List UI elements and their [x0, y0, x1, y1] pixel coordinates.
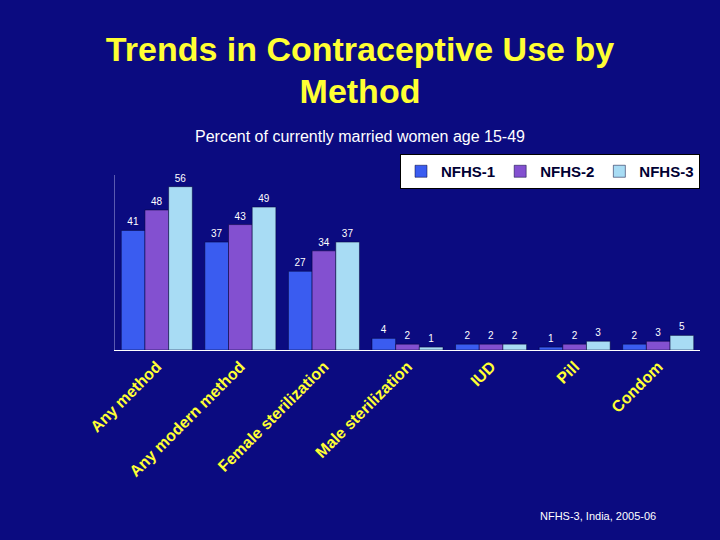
svg-text:2: 2	[572, 330, 578, 341]
svg-text:2: 2	[405, 330, 411, 341]
html-text:Trends in Contraceptive Use by: Trends in Contraceptive Use by Method	[105, 30, 615, 110]
svg-text:5: 5	[679, 321, 685, 332]
svg-text:49: 49	[258, 193, 270, 204]
svg-text:1: 1	[428, 333, 434, 344]
svg-text:NFHS-3: NFHS-3	[639, 163, 693, 180]
svg-text:NFHS-1: NFHS-1	[441, 163, 495, 180]
svg-text:56: 56	[175, 173, 187, 184]
svg-text:2: 2	[512, 330, 518, 341]
svg-text:27: 27	[294, 257, 306, 268]
svg-text:2: 2	[464, 330, 470, 341]
svg-text:NFHS-2: NFHS-2	[540, 163, 594, 180]
svg-text:2: 2	[632, 330, 638, 341]
svg-text:Male sterilization: Male sterilization	[312, 358, 415, 461]
svg-text:34: 34	[318, 237, 330, 248]
svg-text:Any method: Any method	[87, 358, 164, 435]
svg-text:Female sterilization: Female sterilization	[215, 358, 332, 475]
svg-text:1: 1	[548, 333, 554, 344]
html-text:Percent of currently married w: Percent of currently married women age 1…	[195, 128, 525, 145]
svg-text:4: 4	[381, 324, 387, 335]
svg-text:37: 37	[342, 228, 354, 239]
svg-text:Pill: Pill	[553, 358, 582, 387]
svg-text:37: 37	[211, 228, 223, 239]
html-text:NFHS-3, India, 2005-06: NFHS-3, India, 2005-06	[540, 510, 657, 522]
svg-text:Condom: Condom	[608, 358, 666, 416]
svg-text:Any modern method: Any modern method	[126, 358, 248, 480]
svg-text:41: 41	[127, 216, 139, 227]
svg-text:3: 3	[655, 327, 661, 338]
svg-text:48: 48	[151, 196, 163, 207]
svg-text:3: 3	[595, 327, 601, 338]
svg-text:43: 43	[235, 211, 247, 222]
svg-text:IUD: IUD	[467, 358, 499, 390]
svg-text:2: 2	[488, 330, 494, 341]
